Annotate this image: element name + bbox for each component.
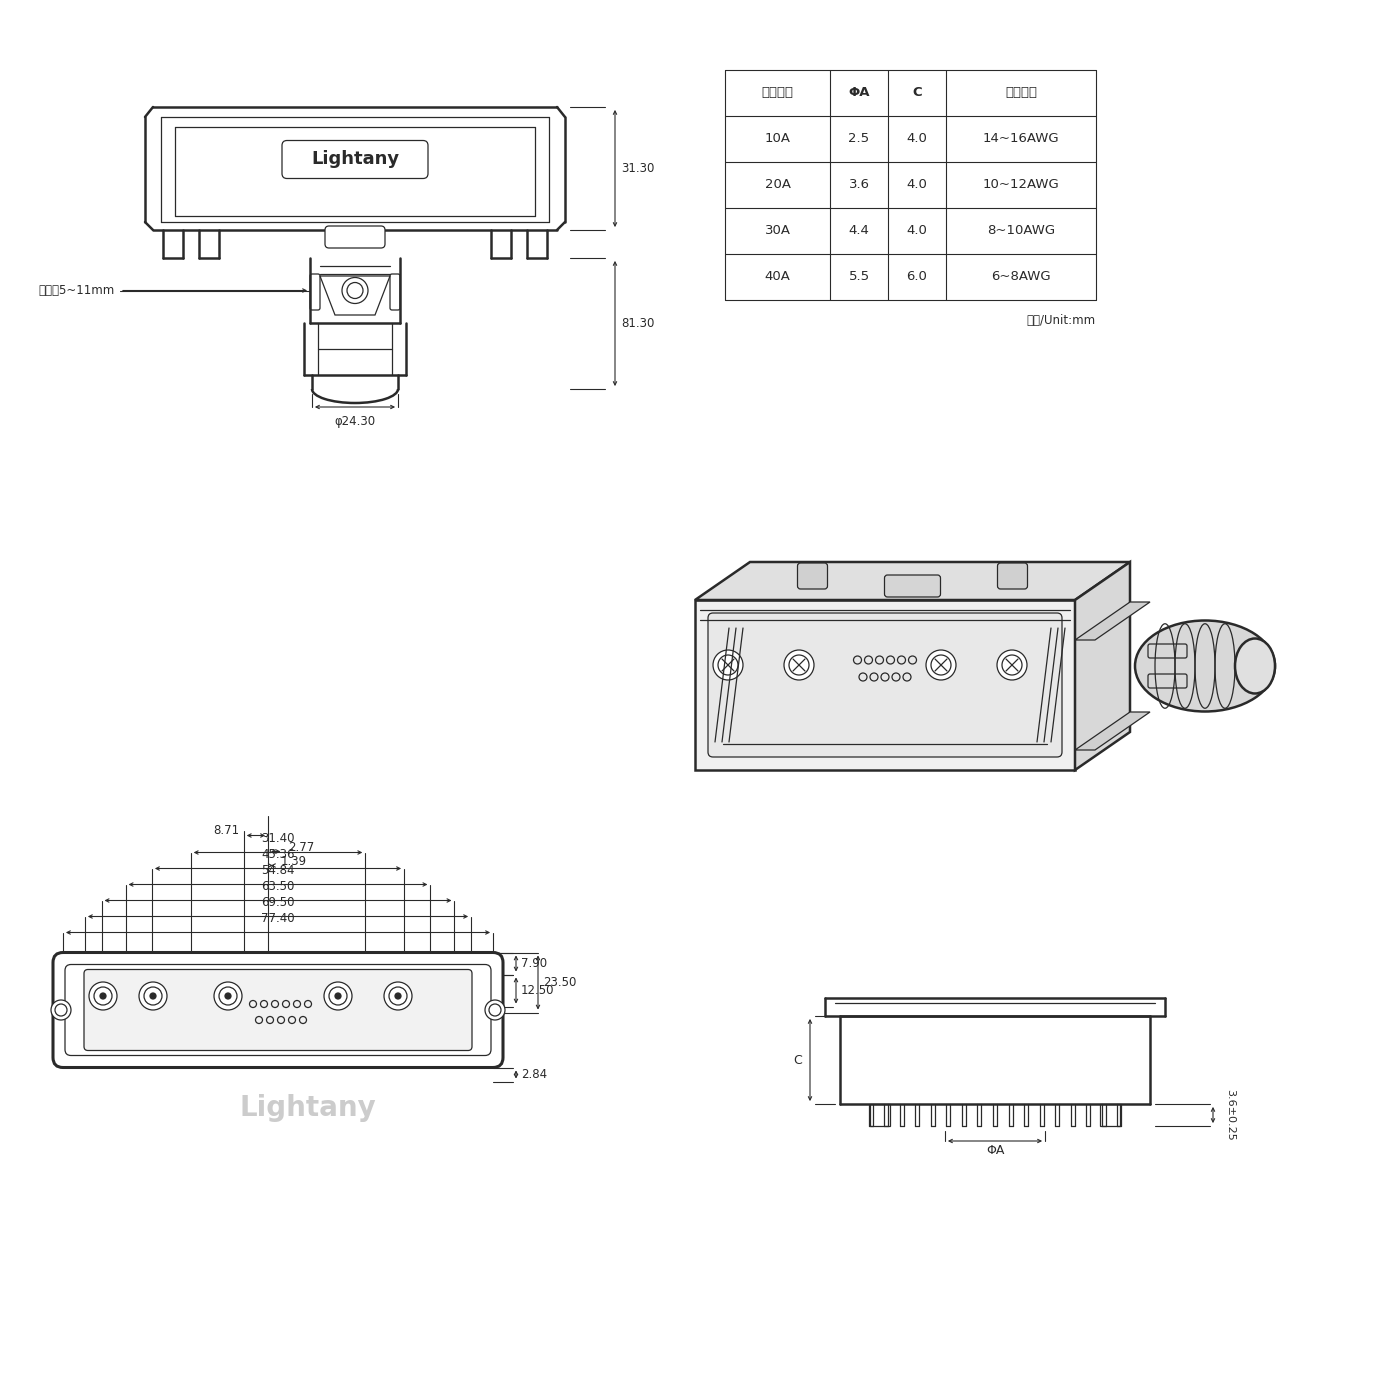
Text: 69.50: 69.50 (262, 896, 295, 910)
Polygon shape (694, 601, 1075, 770)
Circle shape (55, 1004, 67, 1016)
Text: 8.71: 8.71 (214, 825, 239, 837)
Text: 45.36: 45.36 (262, 848, 295, 861)
FancyBboxPatch shape (798, 563, 827, 589)
Text: C: C (913, 87, 921, 99)
Circle shape (931, 655, 951, 675)
Circle shape (144, 987, 162, 1005)
Text: 4.0: 4.0 (907, 178, 927, 192)
Circle shape (925, 650, 956, 680)
Polygon shape (694, 561, 1130, 601)
FancyBboxPatch shape (325, 225, 385, 248)
Text: 4.4: 4.4 (848, 224, 869, 238)
Polygon shape (1075, 561, 1130, 770)
Text: 30A: 30A (764, 224, 791, 238)
Circle shape (99, 993, 106, 1000)
Circle shape (395, 993, 400, 1000)
Ellipse shape (1235, 638, 1275, 693)
Bar (869, 1105, 890, 1126)
Circle shape (484, 1000, 505, 1021)
Text: 10A: 10A (764, 133, 791, 146)
Bar (1100, 1105, 1120, 1126)
Circle shape (94, 987, 112, 1005)
Circle shape (90, 981, 118, 1009)
Text: 2.84: 2.84 (521, 1068, 547, 1081)
Text: ΦA: ΦA (848, 87, 869, 99)
FancyBboxPatch shape (708, 613, 1063, 757)
Text: 7.90: 7.90 (521, 958, 547, 970)
Circle shape (139, 981, 167, 1009)
Circle shape (713, 650, 743, 680)
Circle shape (225, 993, 231, 1000)
Text: 2.77: 2.77 (288, 841, 315, 854)
Text: 12.50: 12.50 (521, 984, 554, 997)
Circle shape (784, 650, 813, 680)
Polygon shape (1075, 713, 1149, 750)
Text: ΦA: ΦA (986, 1145, 1004, 1158)
Text: 4.0: 4.0 (907, 224, 927, 238)
Text: 额定电流: 额定电流 (762, 87, 794, 99)
Circle shape (489, 1004, 501, 1016)
Text: 线材规格: 线材规格 (1005, 87, 1037, 99)
Text: 31.30: 31.30 (622, 162, 654, 175)
Text: C: C (794, 1053, 802, 1067)
Text: 63.50: 63.50 (262, 881, 294, 893)
Circle shape (1002, 655, 1022, 675)
Text: 6~8AWG: 6~8AWG (991, 270, 1051, 283)
Circle shape (323, 981, 351, 1009)
Ellipse shape (1135, 620, 1275, 711)
Circle shape (384, 981, 412, 1009)
Circle shape (50, 1000, 71, 1021)
Text: 6.0: 6.0 (907, 270, 927, 283)
Circle shape (214, 981, 242, 1009)
Text: 4.0: 4.0 (907, 133, 927, 146)
Circle shape (218, 987, 237, 1005)
Text: 23.50: 23.50 (543, 976, 577, 988)
Text: 3.6±0.25: 3.6±0.25 (1225, 1089, 1235, 1141)
Text: 31.40: 31.40 (262, 833, 295, 846)
Text: 81.30: 81.30 (622, 316, 654, 330)
Text: 3.6: 3.6 (848, 178, 869, 192)
Text: 单位/Unit:mm: 单位/Unit:mm (1026, 314, 1096, 328)
Circle shape (389, 987, 407, 1005)
Text: 1.39: 1.39 (281, 855, 307, 868)
Text: 8~10AWG: 8~10AWG (987, 224, 1056, 238)
Circle shape (790, 655, 809, 675)
Circle shape (335, 993, 342, 1000)
Text: 20A: 20A (764, 178, 791, 192)
Polygon shape (1075, 602, 1149, 640)
Text: Lightany: Lightany (311, 151, 399, 168)
FancyBboxPatch shape (997, 563, 1028, 589)
Text: 54.84: 54.84 (262, 864, 295, 878)
Text: 14~16AWG: 14~16AWG (983, 133, 1060, 146)
Text: 5.5: 5.5 (848, 270, 869, 283)
Text: 10~12AWG: 10~12AWG (983, 178, 1060, 192)
Circle shape (150, 993, 155, 1000)
FancyBboxPatch shape (53, 952, 503, 1067)
Text: 77.40: 77.40 (262, 913, 295, 925)
FancyBboxPatch shape (84, 969, 472, 1050)
Text: φ24.30: φ24.30 (335, 414, 375, 428)
Text: 2.5: 2.5 (848, 133, 869, 146)
Circle shape (718, 655, 738, 675)
Polygon shape (321, 276, 391, 315)
Circle shape (997, 650, 1028, 680)
Text: 出线员5~11mm: 出线员5~11mm (39, 284, 115, 297)
FancyBboxPatch shape (885, 575, 941, 596)
Text: 40A: 40A (764, 270, 791, 283)
Text: Lightany: Lightany (239, 1093, 377, 1121)
Circle shape (329, 987, 347, 1005)
